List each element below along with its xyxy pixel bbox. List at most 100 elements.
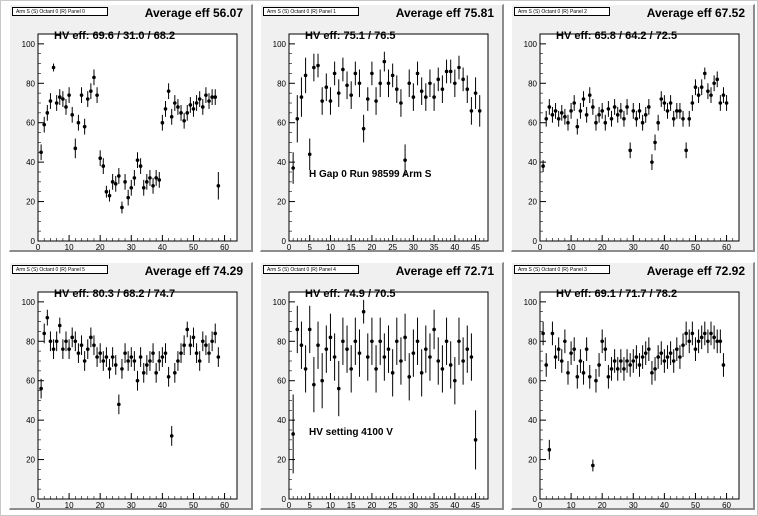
marker	[681, 343, 685, 348]
data-point	[650, 154, 654, 171]
chart-pad-3: Arm S (S) Octant 0 (R) Panel 5 Average ef…	[9, 262, 253, 510]
data-point	[628, 142, 632, 159]
y-tick-label: 60	[528, 377, 537, 386]
marker	[591, 463, 595, 468]
marker	[113, 363, 118, 367]
marker	[154, 176, 158, 180]
marker	[407, 81, 412, 86]
marker	[148, 359, 152, 363]
marker	[578, 109, 583, 113]
marker	[188, 343, 193, 348]
marker	[668, 101, 673, 105]
marker	[563, 115, 567, 119]
data-point	[182, 112, 186, 129]
marker	[465, 347, 470, 351]
marker	[469, 355, 474, 359]
data-point	[307, 305, 312, 354]
x-tick-label: 50	[691, 243, 700, 250]
data-point	[332, 333, 337, 381]
marker	[320, 378, 324, 383]
data-point	[154, 362, 158, 383]
data-point	[428, 333, 432, 381]
marker	[216, 355, 221, 359]
marker	[541, 164, 545, 168]
marker	[665, 109, 670, 113]
data-point	[291, 394, 295, 474]
marker	[163, 351, 168, 355]
data-point	[622, 357, 626, 381]
data-point	[349, 345, 353, 393]
marker	[612, 359, 617, 363]
data-point	[687, 329, 692, 354]
data-point	[696, 87, 701, 103]
x-tick-label: 10	[567, 243, 576, 250]
x-tick-label: 30	[409, 243, 418, 250]
data-point	[477, 95, 482, 127]
marker	[307, 327, 312, 332]
data-point	[587, 87, 592, 103]
x-tick-label: 60	[722, 501, 731, 508]
data-point	[544, 110, 549, 127]
data-point	[659, 341, 664, 365]
data-point	[556, 337, 561, 361]
marker	[650, 160, 654, 164]
data-point	[95, 347, 99, 367]
x-tick-label: 40	[450, 243, 459, 250]
data-point	[107, 359, 112, 379]
marker	[619, 109, 623, 113]
marker	[428, 81, 432, 86]
marker	[204, 93, 208, 97]
chart-plot: 0 20 40 60 80 100 0 10 20 30 40 50 60	[22, 33, 238, 250]
marker	[665, 355, 670, 359]
data-point	[473, 77, 478, 109]
marker	[194, 351, 199, 355]
x-tick-label: 60	[220, 243, 229, 250]
data-point	[51, 339, 56, 360]
data-point	[148, 351, 152, 371]
marker	[365, 97, 370, 101]
x-tick-label: 30	[629, 501, 638, 508]
marker	[444, 69, 449, 74]
data-point	[473, 410, 478, 470]
marker	[702, 331, 707, 336]
data-point	[89, 327, 93, 348]
marker	[160, 120, 165, 125]
data-point	[194, 95, 199, 111]
data-point	[544, 353, 549, 377]
marker	[428, 355, 432, 359]
data-point	[656, 114, 660, 131]
marker	[370, 339, 374, 344]
data-point	[415, 61, 420, 86]
marker	[581, 371, 586, 375]
data-point	[197, 351, 202, 371]
data-point	[631, 349, 636, 373]
marker	[706, 339, 710, 344]
marker	[151, 184, 155, 188]
data-point	[440, 75, 445, 103]
marker	[382, 355, 387, 359]
marker	[126, 359, 130, 363]
marker	[145, 180, 149, 184]
data-point	[216, 347, 221, 367]
data-point	[407, 69, 412, 98]
data-point	[603, 114, 608, 131]
data-point	[671, 110, 676, 127]
data-point	[197, 91, 202, 107]
data-point	[448, 341, 453, 389]
marker	[73, 146, 78, 151]
data-point	[721, 353, 726, 377]
data-point	[104, 185, 109, 198]
data-point	[690, 321, 695, 346]
marker	[160, 355, 165, 359]
data-point	[210, 331, 214, 352]
data-point	[316, 321, 320, 369]
x-tick-label: 40	[158, 243, 167, 250]
marker	[104, 355, 109, 359]
x-tick-label: 40	[660, 501, 669, 508]
marker	[182, 118, 186, 123]
marker	[207, 99, 211, 103]
data-point	[469, 97, 474, 125]
data-point	[320, 353, 324, 409]
y-tick-label: 20	[26, 456, 35, 465]
marker	[92, 343, 96, 348]
